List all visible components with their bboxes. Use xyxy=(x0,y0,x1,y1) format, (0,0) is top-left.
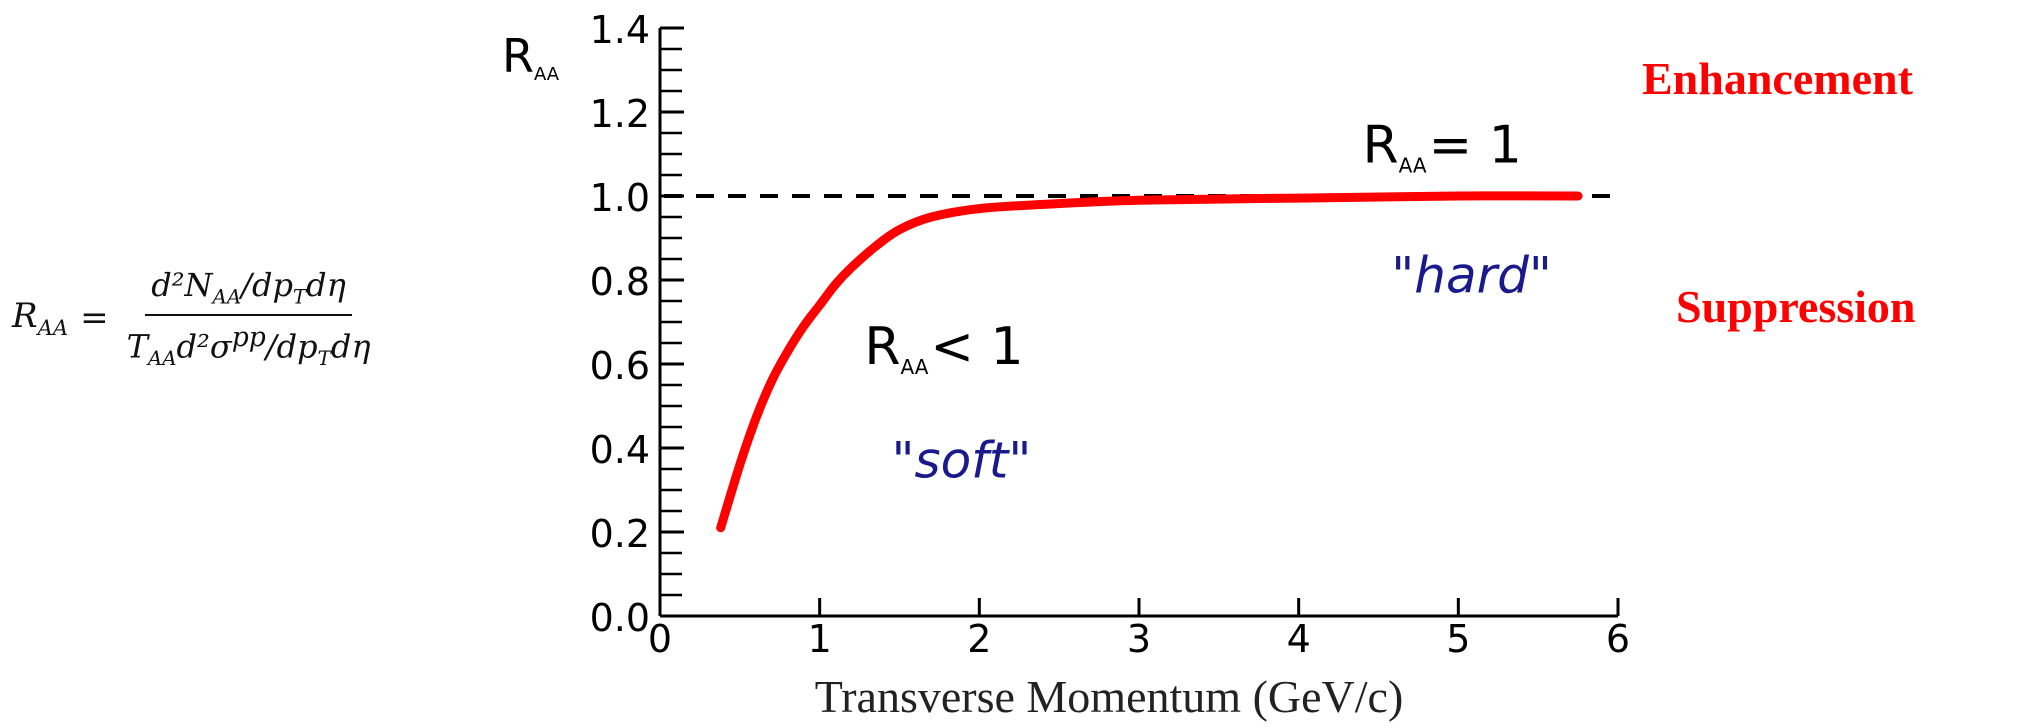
enhancement-label: Enhancement xyxy=(1642,53,1913,104)
y-axis: 0.0 0.2 0.4 0.6 0.8 1.0 1.2 1.4 xyxy=(590,8,684,640)
y-tick-label: 0.0 xyxy=(590,596,650,640)
annotation-1: RAA< 1 xyxy=(864,317,1023,379)
x-tick-label: 6 xyxy=(1606,617,1630,661)
y-axis-label: RAA xyxy=(502,29,560,85)
y-tick-label: 0.8 xyxy=(590,260,650,304)
x-axis-label: Transverse Momentum (GeV/c) xyxy=(815,671,1404,722)
y-tick-label: 0.2 xyxy=(590,512,650,556)
x-tick-label: 4 xyxy=(1287,617,1311,661)
y-tick-label: 1.4 xyxy=(590,8,650,52)
y-tick-label: 0.6 xyxy=(590,344,650,388)
raa-curve xyxy=(716,191,1583,533)
x-tick-label: 1 xyxy=(808,617,832,661)
formula-equals: = xyxy=(80,298,109,338)
x-axis: 0 1 2 3 4 5 6 xyxy=(648,598,1630,661)
x-tick-label: 0 xyxy=(648,617,672,661)
formula-denominator: TAAd²σpp/dpTdη xyxy=(126,322,371,371)
y-tick-label: 0.4 xyxy=(590,428,650,472)
x-tick-label: 3 xyxy=(1127,617,1151,661)
annotation-3: "soft" xyxy=(892,431,1032,489)
suppression-label: Suppression xyxy=(1676,281,1916,332)
annotation-2: "hard" xyxy=(1391,247,1552,305)
annotation-0: RAA= 1 xyxy=(1363,115,1522,177)
raa-formula: RAA = d²NAA/dpTdη TAAd²σpp/dpTdη xyxy=(12,258,512,378)
annotations: RAA= 1 RAA< 1 "hard" "soft" xyxy=(864,115,1552,489)
x-tick-label: 2 xyxy=(967,617,991,661)
formula-fraction: d²NAA/dpTdη TAAd²σpp/dpTdη xyxy=(121,266,377,370)
x-tick-label: 5 xyxy=(1446,617,1470,661)
formula-numerator: d²NAA/dpTdη xyxy=(145,266,352,317)
formula-lhs: RAA xyxy=(12,296,69,340)
y-tick-label: 1.2 xyxy=(590,92,650,136)
y-tick-label: 1.0 xyxy=(590,176,650,220)
